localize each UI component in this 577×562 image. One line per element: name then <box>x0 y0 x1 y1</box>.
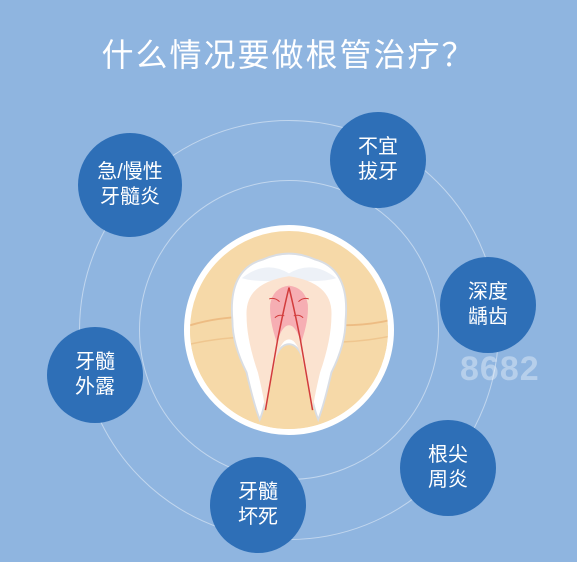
bubble-apical-periodontitis-line2: 周炎 <box>428 468 468 493</box>
bubble-deep-caries: 深度龋齿 <box>440 257 536 353</box>
title-text: 什么情况要做根管治疗？ <box>101 37 475 73</box>
bubble-deep-caries-line1: 深度 <box>468 280 508 305</box>
bubble-pulpitis-line2: 牙髓炎 <box>100 185 160 210</box>
bubble-apical-periodontitis-line1: 根尖 <box>428 443 468 468</box>
bubble-apical-periodontitis: 根尖周炎 <box>400 420 496 516</box>
bubble-deep-caries-line2: 龋齿 <box>468 305 508 330</box>
bubble-pulp-necrosis-line2: 坏死 <box>238 505 278 530</box>
page-title: 什么情况要做根管治疗？ <box>0 30 577 76</box>
bubble-pulp-exposure-line2: 外露 <box>75 375 115 400</box>
bubble-pulp-necrosis-line1: 牙髓 <box>238 480 278 505</box>
bubble-pulpitis-line1: 急/慢性 <box>97 160 163 185</box>
bubble-unsuitable-extraction-line2: 拔牙 <box>358 160 398 185</box>
infographic-canvas: 什么情况要做根管治疗？ 不宜拔牙急/慢性牙髓炎深度龋齿牙髓外露根尖周炎牙髓坏死 … <box>0 0 577 562</box>
bubble-unsuitable-extraction-line1: 不宜 <box>358 135 398 160</box>
bubble-pulp-necrosis: 牙髓坏死 <box>210 457 306 553</box>
bubble-pulpitis: 急/慢性牙髓炎 <box>78 133 182 237</box>
tooth-illustration <box>184 225 394 435</box>
tooth-svg <box>190 231 388 429</box>
bubble-unsuitable-extraction: 不宜拔牙 <box>330 112 426 208</box>
bubble-pulp-exposure: 牙髓外露 <box>47 327 143 423</box>
bubble-pulp-exposure-line1: 牙髓 <box>75 350 115 375</box>
